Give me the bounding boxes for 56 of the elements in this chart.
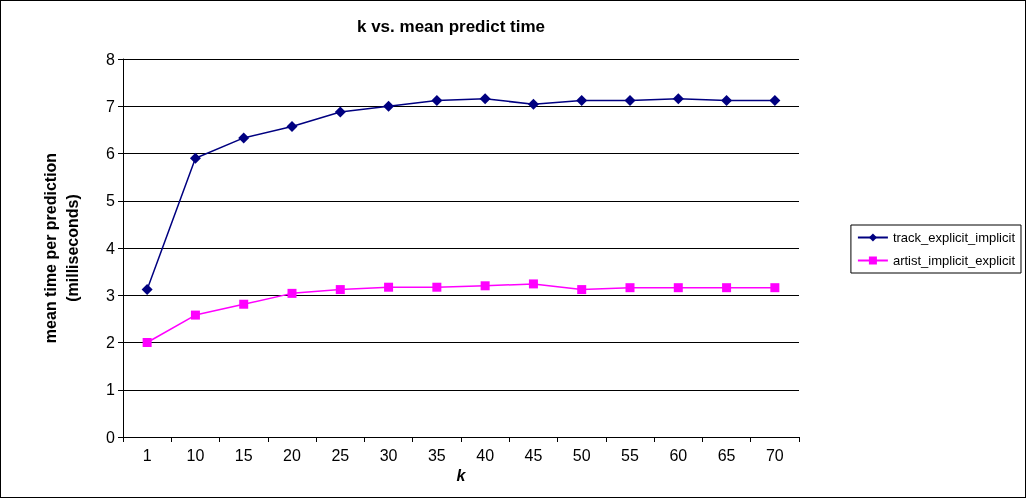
point xyxy=(624,95,636,107)
x-tick-label: 50 xyxy=(572,446,591,464)
point xyxy=(527,98,539,110)
point xyxy=(431,95,443,107)
y-axis-title: mean time per prediction (milliseconds) xyxy=(41,152,81,344)
x-tick-label: 25 xyxy=(331,446,350,464)
point xyxy=(625,283,635,293)
point xyxy=(190,310,200,320)
point xyxy=(142,338,152,347)
point xyxy=(769,95,781,107)
legend-label: track_explicit_implicit xyxy=(892,230,1016,245)
y-tick-label: 0 xyxy=(106,428,116,446)
y-tick-label: 5 xyxy=(106,192,116,210)
point xyxy=(770,283,780,293)
y-tick-label: 2 xyxy=(106,334,116,351)
point xyxy=(721,95,733,107)
x-tick-label: 40 xyxy=(476,446,495,464)
point xyxy=(239,299,249,309)
y-tick-label: 4 xyxy=(106,239,116,257)
y-tick-label: 6 xyxy=(106,145,116,162)
x-tick-label: 30 xyxy=(379,446,398,464)
x-tick-label: 35 xyxy=(427,446,446,464)
point xyxy=(722,283,732,293)
point xyxy=(335,285,345,295)
y-tick-label: 8 xyxy=(106,50,116,68)
x-tick-label: 55 xyxy=(621,446,639,464)
point xyxy=(576,95,588,107)
x-tick-label: 1 xyxy=(142,446,152,464)
chart-title: k vs. mean predict time xyxy=(356,17,546,36)
y-tick-label: 1 xyxy=(106,381,116,399)
point xyxy=(238,132,250,144)
y-tick-label: 7 xyxy=(106,97,116,115)
point xyxy=(672,93,684,105)
point xyxy=(673,283,683,293)
x-tick-label: 10 xyxy=(186,446,205,464)
x-tick-label: 45 xyxy=(524,446,543,464)
point xyxy=(334,106,346,118)
point xyxy=(141,284,153,296)
point xyxy=(287,288,297,298)
x-tick-label: 15 xyxy=(234,446,253,464)
point xyxy=(383,100,395,112)
point xyxy=(286,121,298,133)
point xyxy=(384,282,394,292)
point xyxy=(528,279,538,289)
x-tick-label: 20 xyxy=(283,446,301,464)
legend-label: artist_implicit_explicit xyxy=(892,253,1016,268)
x-tick-label: 70 xyxy=(765,446,784,464)
point xyxy=(189,152,201,164)
point xyxy=(479,93,491,105)
y-tick-label: 3 xyxy=(106,286,116,304)
point xyxy=(577,285,587,295)
x-axis-title: k xyxy=(456,467,467,485)
point xyxy=(480,281,490,291)
x-tick-label: 60 xyxy=(669,446,688,464)
x-tick-label: 65 xyxy=(717,446,736,464)
point xyxy=(432,282,442,292)
